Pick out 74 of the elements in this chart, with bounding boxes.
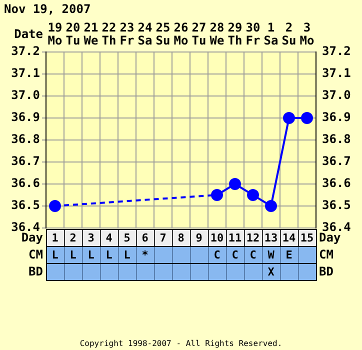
y2-tick-label: 36.7 <box>322 154 351 168</box>
x-tick-label: 19 Mo <box>48 20 62 48</box>
text: W <box>268 248 275 262</box>
x-axis-title: Date <box>14 27 43 42</box>
y-tick-label: 36.9 <box>11 110 40 124</box>
x-tick-label: 26 Mo <box>174 20 188 48</box>
text: Day <box>319 230 341 245</box>
point <box>265 200 277 212</box>
point <box>301 112 313 124</box>
x-tick-label: 3 Mo <box>300 20 314 48</box>
x-tick-label: 27 Tu <box>192 20 206 48</box>
y-tick-label: 37.2 <box>11 44 40 58</box>
point <box>211 189 223 201</box>
text: 13 <box>264 231 278 244</box>
text: 1 <box>52 231 59 244</box>
y-tick-label: 36.7 <box>11 154 40 168</box>
text: C <box>232 248 238 262</box>
text: L <box>106 248 113 262</box>
y2-tick-label: 36.6 <box>322 176 351 190</box>
y-tick-label: 36.6 <box>11 176 40 190</box>
text: L <box>124 248 131 262</box>
y-tick-label: 37.0 <box>11 88 40 102</box>
x-tick-label: 22 Th <box>102 20 116 48</box>
point <box>229 178 241 190</box>
x-tick-label: 24 Sa <box>138 20 152 48</box>
text: 9 <box>196 231 202 244</box>
text: 6 <box>142 231 149 244</box>
x-tick-label: 1 Sa <box>264 20 278 48</box>
y2-tick-label: 37.2 <box>322 44 351 58</box>
point <box>283 112 295 124</box>
x-tick-label: 30 Fr <box>246 20 260 48</box>
y-tick-label: 36.5 <box>11 198 40 212</box>
text: 8 <box>178 231 184 244</box>
text: BD <box>319 264 334 279</box>
y2-tick-label: 37.0 <box>322 88 351 102</box>
text: Copyright 1998-2007 - All Rights Reserved. <box>80 339 282 348</box>
y2-tick-label: 36.5 <box>322 198 351 212</box>
y2-tick-label: 37.1 <box>322 66 351 80</box>
text: 5 <box>124 231 130 244</box>
y2-tick-label: 36.8 <box>322 132 351 146</box>
text: X <box>268 265 275 278</box>
text: BD <box>28 264 43 279</box>
y2-tick-label: 36.9 <box>322 110 351 124</box>
x-tick-label: 28 We <box>210 20 224 48</box>
y-tick-label: 37.1 <box>11 66 40 80</box>
text: L <box>70 248 77 262</box>
point <box>247 189 259 201</box>
text: CM <box>319 248 334 262</box>
x-tick-label: 21 We <box>84 20 98 48</box>
x-tick-label: 29 Th <box>228 20 242 48</box>
x-tick-label: 20 Tu <box>66 20 80 48</box>
text: 15 <box>300 231 314 244</box>
text: * <box>142 248 148 262</box>
text: CM <box>28 248 43 262</box>
text: 4 <box>106 231 113 244</box>
text: 14 <box>282 231 296 244</box>
text: 2 <box>70 231 76 244</box>
chart-title: Nov 19, 2007 <box>4 2 91 16</box>
x-tick-label: 2 Su <box>282 20 296 48</box>
text: C <box>250 248 256 262</box>
text: 7 <box>160 231 166 244</box>
x-tick-label: 23 Fr <box>120 20 134 48</box>
y-tick-label: 36.8 <box>11 132 40 146</box>
text: 12 <box>246 231 260 244</box>
point <box>49 200 61 212</box>
x-tick-label: 25 Su <box>156 20 170 48</box>
text: C <box>214 248 220 262</box>
text: E <box>286 248 292 262</box>
text: L <box>88 248 95 262</box>
text: L <box>52 248 59 262</box>
text: Day <box>21 230 43 245</box>
text: 11 <box>228 231 242 244</box>
text: 10 <box>210 231 224 244</box>
text: 3 <box>88 231 94 244</box>
